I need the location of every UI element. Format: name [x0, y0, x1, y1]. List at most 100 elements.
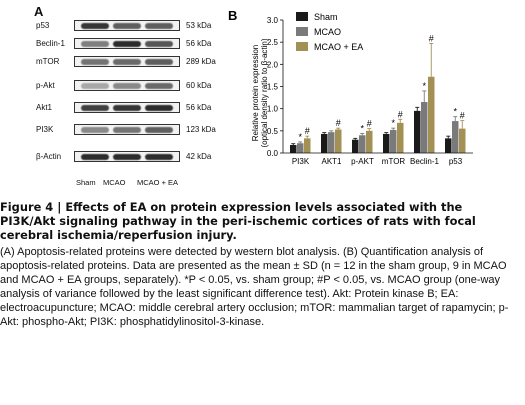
panel-b-letter: B — [228, 8, 237, 23]
blot-strip-pi3k — [74, 124, 180, 135]
significance-mark: * — [422, 81, 426, 91]
bar — [383, 133, 390, 153]
legend-swatch — [296, 12, 308, 21]
bar — [366, 130, 373, 153]
y-tick-label: 2.0 — [267, 60, 279, 69]
blot-band — [145, 41, 173, 47]
bar — [445, 138, 452, 153]
lane-label-sham: Sham — [76, 178, 96, 187]
y-axis-ticks: 0.0 0.5 1.0 1.5 2.0 2.5 3.0 — [267, 16, 283, 158]
bar — [321, 133, 328, 153]
caption-title-text: Effects of EA on protein expression leve… — [0, 200, 476, 242]
y-tick-label: 0.5 — [267, 127, 279, 136]
significance-mark: # — [398, 109, 403, 119]
significance-mark: * — [298, 132, 302, 142]
significance-mark: # — [336, 118, 341, 128]
blot-band — [113, 105, 141, 111]
blot-band — [81, 23, 109, 29]
bar — [359, 135, 366, 153]
blot-kda-p-akt: 60 kDa — [186, 81, 212, 90]
significance-mark: # — [429, 33, 434, 43]
blot-band — [145, 127, 173, 133]
blot-label-mtor: mTOR — [36, 57, 60, 66]
blot-label--actin: β-Actin — [36, 152, 62, 161]
significance-mark: # — [460, 111, 465, 121]
chart-legend: Sham MCAO MCAO + EA — [296, 12, 363, 52]
x-axis-ticks: PI3K AKT1 p-AKT mTOR Beclin-1 p53 — [292, 157, 463, 166]
bar — [304, 138, 311, 153]
blot-label-beclin-1: Beclin-1 — [36, 39, 65, 48]
blot-band — [113, 23, 141, 29]
blot-strip-akt1 — [74, 102, 180, 113]
blot-label-p53: p53 — [36, 21, 50, 30]
legend-label: MCAO — [314, 27, 341, 37]
bar — [459, 128, 466, 153]
bar — [328, 132, 335, 153]
blot-kda--actin: 42 kDa — [186, 152, 212, 161]
blot-band — [81, 83, 109, 89]
figure-label: Figure 4 — [0, 200, 54, 214]
x-tick-label: AKT1 — [321, 157, 342, 166]
blot-band — [145, 83, 173, 89]
y-tick-label: 3.0 — [267, 16, 279, 25]
bar-series: *##* # *#*#* # — [290, 33, 466, 153]
caption-separator: | — [57, 200, 62, 214]
blot-label-akt1: Akt1 — [36, 103, 53, 112]
blot-band — [145, 23, 173, 29]
blot-band — [145, 105, 173, 111]
western-blot-panel: A p53 53 kDa Beclin-1 56 kDa mTOR 289 kDa p-Ak… — [0, 0, 228, 190]
bar — [421, 102, 428, 153]
significance-mark: # — [367, 119, 372, 129]
blot-strip-p-akt — [74, 80, 180, 91]
blot-band — [145, 59, 173, 65]
y-axis-label: Relative protein expression — [251, 45, 260, 142]
blot-strip--actin — [74, 151, 180, 162]
y-tick-label: 0.0 — [267, 149, 279, 158]
blot-label-pi3k: PI3K — [36, 125, 54, 134]
bar — [335, 129, 342, 153]
lane-label-mcao: MCAO — [103, 178, 126, 187]
blot-label-p-akt: p-Akt — [36, 81, 55, 90]
blot-strip-mtor — [74, 56, 180, 67]
blot-kda-beclin-1: 56 kDa — [186, 39, 212, 48]
blot-strip-beclin-1 — [74, 38, 180, 49]
bar — [414, 110, 421, 153]
bar — [452, 121, 459, 153]
blot-strip-p53 — [74, 20, 180, 31]
blot-band — [81, 127, 109, 133]
y-tick-label: 2.5 — [267, 38, 279, 47]
significance-mark: * — [391, 118, 395, 128]
panel-a-letter: A — [34, 4, 44, 19]
blot-kda-pi3k: 123 kDa — [186, 125, 216, 134]
blot-band — [113, 83, 141, 89]
legend-label: Sham — [314, 12, 338, 22]
caption-title: Figure 4 | Effects of EA on protein expres… — [0, 200, 520, 242]
bar — [290, 145, 297, 153]
blot-band — [113, 41, 141, 47]
bar — [428, 76, 435, 153]
blot-band — [81, 41, 109, 47]
legend-swatch — [296, 27, 308, 36]
blot-band — [81, 105, 109, 111]
blot-band — [81, 154, 109, 160]
x-tick-label: p53 — [449, 157, 463, 166]
blot-band — [81, 59, 109, 65]
bar-chart: B Relative protein expression (optical d… — [228, 8, 473, 166]
blot-band — [113, 59, 141, 65]
bar — [352, 139, 359, 153]
x-tick-label: Beclin-1 — [410, 157, 439, 166]
caption-body: (A) Apoptosis-related proteins were dete… — [0, 246, 509, 328]
significance-mark: * — [360, 123, 364, 133]
x-tick-label: p-AKT — [351, 157, 374, 166]
bar — [390, 129, 397, 153]
blot-band — [113, 154, 141, 160]
bar — [297, 143, 304, 153]
blot-band — [113, 127, 141, 133]
blot-kda-akt1: 56 kDa — [186, 103, 212, 112]
significance-mark: # — [305, 126, 310, 136]
x-tick-label: mTOR — [382, 157, 406, 166]
y-axis-label-units: (optical density ratio to β-actin) — [260, 38, 269, 147]
x-tick-label: PI3K — [292, 157, 310, 166]
figure-caption: Figure 4 | Effects of EA on protein expres… — [0, 200, 520, 329]
